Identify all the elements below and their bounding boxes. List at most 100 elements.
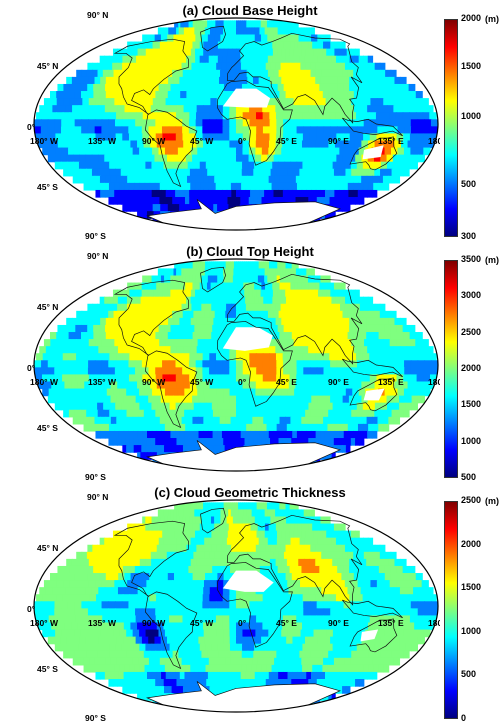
data-cell: [51, 381, 59, 390]
data-cell: [219, 317, 226, 326]
data-cell: [169, 133, 177, 142]
data-cell: [163, 105, 172, 113]
data-cell: [196, 41, 201, 50]
data-cell: [230, 416, 237, 425]
coastline-indonesia: [342, 358, 403, 378]
data-cell: [279, 91, 287, 99]
data-cell: [230, 27, 235, 36]
data-cell: [329, 133, 338, 142]
data-cell: [342, 438, 348, 446]
data-cell: [376, 339, 385, 347]
data-cell: [222, 367, 231, 376]
data-cell: [295, 509, 300, 518]
data-cell: [157, 402, 165, 411]
data-cell: [341, 282, 346, 291]
data-cell: [164, 516, 168, 525]
data-cell: [343, 367, 352, 376]
data-cell: [350, 530, 356, 539]
data-cell: [89, 594, 97, 602]
data-cell: [343, 374, 351, 383]
data-cell: [269, 367, 278, 376]
data-cell: [115, 402, 123, 411]
data-cell: [92, 69, 99, 78]
data-cell: [147, 189, 153, 198]
data-cell: [283, 523, 288, 532]
data-cell: [230, 310, 237, 319]
colorbar-tick-label: 1000: [461, 435, 482, 446]
data-cell: [242, 615, 251, 624]
data-cell: [134, 551, 141, 560]
data-cell: [136, 112, 144, 120]
data-cell: [347, 69, 354, 78]
data-cell: [264, 289, 270, 298]
data-cell: [289, 353, 297, 361]
data-cell: [102, 544, 109, 553]
data-cell: [212, 83, 219, 92]
data-cell: [289, 69, 296, 78]
data-cell: [337, 324, 344, 333]
data-cell: [157, 509, 162, 518]
data-cell: [170, 27, 175, 36]
data-cell: [286, 516, 290, 525]
data-cell: [241, 409, 249, 418]
data-cell: [196, 353, 204, 361]
data-cell: [232, 275, 237, 284]
data-cell: [241, 27, 245, 36]
data-cell: [227, 48, 233, 57]
data-cell: [193, 438, 199, 446]
data-cell: [175, 430, 181, 439]
data-cell: [301, 516, 306, 525]
data-cell: [374, 551, 381, 560]
data-cell: [171, 339, 180, 347]
data-cell: [295, 516, 300, 525]
data-cell: [230, 168, 237, 177]
data-cell: [36, 112, 44, 120]
data-cell: [249, 509, 253, 518]
data-cell: [355, 416, 362, 425]
data-cell: [384, 83, 392, 92]
data-cell: [190, 48, 196, 57]
data-cell: [369, 353, 377, 361]
data-cell: [344, 416, 352, 425]
data-cell: [104, 140, 112, 149]
data-cell: [343, 558, 350, 567]
data-cell: [150, 381, 158, 390]
data-cell: [286, 275, 290, 284]
data-cell: [85, 346, 93, 354]
data-cell: [390, 119, 399, 127]
data-cell: [163, 537, 169, 546]
data-cell: [397, 126, 406, 135]
data-cell: [189, 509, 193, 518]
data-cell: [225, 282, 230, 291]
data-cell: [246, 509, 250, 518]
data-cell: [362, 161, 370, 170]
data-cell: [236, 622, 244, 631]
data-cell: [179, 204, 184, 212]
map-label-lat-45s: 45° S: [37, 182, 58, 192]
data-cell: [345, 445, 351, 453]
data-cell: [97, 69, 104, 78]
data-cell: [246, 27, 250, 36]
data-cell: [167, 445, 173, 453]
colorbar-unit: (m): [485, 14, 499, 24]
coastline-eurasia: [226, 273, 363, 365]
data-cell: [97, 303, 104, 312]
data-cell: [329, 594, 337, 602]
data-cell: [340, 537, 346, 546]
data-cell: [71, 140, 79, 149]
data-cell: [156, 558, 164, 567]
data-cell: [322, 353, 331, 361]
data-cell: [393, 587, 401, 595]
data-cell: [369, 544, 376, 553]
data-cell: [276, 34, 281, 43]
data-cell: [125, 48, 131, 57]
data-cell: [75, 615, 83, 624]
data-cell: [295, 275, 300, 284]
data-cell: [263, 416, 270, 425]
data-cell: [422, 594, 431, 602]
map-label-lon-180: 180°: [428, 136, 440, 146]
data-cell: [209, 20, 213, 29]
data-cell: [385, 650, 393, 659]
data-cell: [206, 523, 212, 532]
data-cell: [250, 189, 256, 198]
